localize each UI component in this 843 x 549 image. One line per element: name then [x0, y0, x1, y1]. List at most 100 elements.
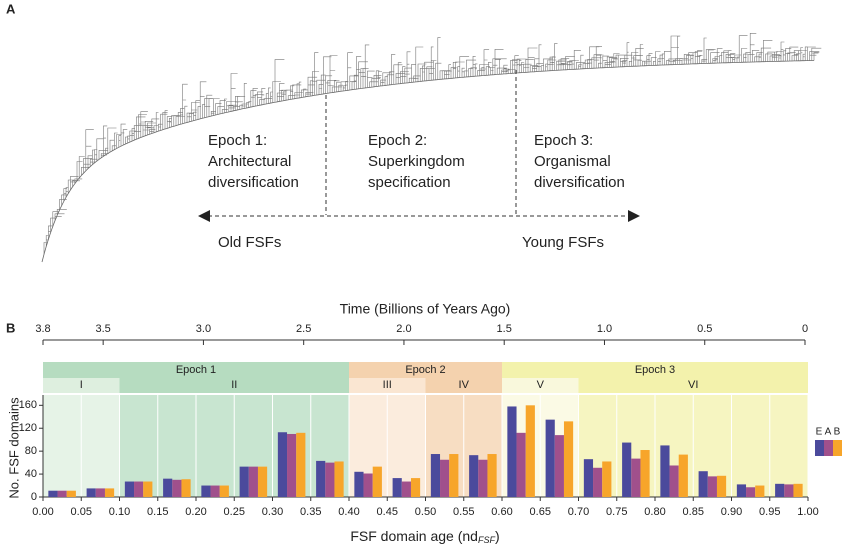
phase-band [43, 378, 120, 393]
bar [487, 454, 497, 497]
x-tick-label: 0.30 [262, 506, 283, 518]
epoch-band [43, 362, 349, 378]
x-tick-label: 0.80 [644, 506, 665, 518]
x-tick-label: 0.35 [300, 506, 321, 518]
bar [248, 466, 258, 497]
x-tick-label: 0.00 [32, 506, 53, 518]
bar [104, 488, 115, 497]
x-tick-label: 0.05 [71, 506, 92, 518]
bar [507, 406, 517, 497]
phase-band [349, 378, 426, 393]
bar [363, 473, 373, 497]
legend-label: B [834, 427, 841, 438]
bar [48, 490, 58, 497]
bar [172, 479, 182, 497]
bar [793, 483, 803, 497]
epoch-title: Epoch 2: [368, 132, 427, 149]
y-tick-label: 160 [19, 399, 37, 411]
bar [201, 485, 211, 497]
phase-band [425, 378, 502, 393]
bar [640, 450, 650, 497]
bar [143, 481, 153, 497]
epoch-label: Epoch 2 [405, 364, 445, 376]
epoch-text: diversification [534, 174, 625, 191]
bar [593, 467, 603, 497]
bar [163, 478, 173, 497]
x-tick-label: 1.00 [797, 506, 818, 518]
x-tick-label: 0.60 [491, 506, 512, 518]
phylogenetic-tree [41, 33, 822, 263]
x-tick-label: 0.40 [338, 506, 359, 518]
old-label: Old FSFs [218, 234, 281, 251]
bar [554, 435, 564, 497]
epoch-band [502, 362, 808, 378]
top-tick-label: 0.5 [697, 323, 712, 335]
bar [257, 466, 268, 497]
top-tick-label: 1.5 [497, 323, 512, 335]
y-tick-label: 40 [25, 468, 37, 480]
top-tick-label: 2.0 [396, 323, 411, 335]
x-tick-label: 0.20 [185, 506, 206, 518]
x-tick-label: 0.50 [415, 506, 436, 518]
tree-spine [41, 60, 814, 263]
top-tick-label: 3.5 [96, 323, 111, 335]
phase-band [578, 378, 808, 393]
x-tick-label: 0.90 [721, 506, 742, 518]
young-label: Young FSFs [522, 234, 604, 251]
phase-label: V [537, 379, 545, 391]
bar [392, 478, 402, 497]
x-tick-label: 0.85 [683, 506, 704, 518]
bar [219, 485, 229, 497]
phase-label: IV [459, 379, 470, 391]
x-tick-label: 0.95 [759, 506, 780, 518]
x-axis-title-sub: FSF [478, 535, 496, 545]
legend-swatch [833, 440, 842, 456]
bar [698, 471, 708, 497]
phase-label: II [231, 379, 237, 391]
bar [631, 458, 641, 497]
bar [66, 490, 76, 497]
bar [525, 405, 535, 497]
legend-label: E [816, 427, 823, 438]
y-tick-label: 80 [25, 445, 37, 457]
top-tick-label: 0 [802, 323, 808, 335]
phase-band [502, 378, 579, 393]
bar [449, 454, 459, 497]
x-tick-label: 0.75 [606, 506, 627, 518]
top-axis-title: Time (Billions of Years Ago) [340, 301, 511, 317]
bar [602, 461, 612, 497]
x-axis-title: FSF domain age (ndFSF) [350, 528, 499, 546]
phase-label: III [383, 379, 392, 391]
y-axis-title: No. FSF domains [6, 397, 21, 499]
x-tick-label: 0.65 [530, 506, 551, 518]
x-tick-label: 0.10 [109, 506, 130, 518]
arrow-head [198, 210, 210, 222]
y-tick-label: 120 [19, 422, 37, 434]
bar [784, 484, 794, 497]
legend-swatch [815, 440, 824, 456]
bar [95, 488, 105, 497]
bar [440, 459, 450, 497]
tree-branches [43, 33, 822, 255]
top-tick-label: 2.5 [296, 323, 311, 335]
legend-swatch [824, 440, 833, 456]
bar [124, 481, 135, 497]
x-axis-title-end: ) [495, 528, 500, 544]
epoch-title: Epoch 3: [534, 132, 593, 149]
bar [469, 455, 479, 497]
epoch-text: Architectural [208, 153, 291, 170]
bar [707, 476, 717, 497]
bar [287, 433, 297, 497]
bar [354, 471, 364, 497]
epoch-label: Epoch 3 [635, 364, 675, 376]
bar [660, 445, 670, 497]
panel-label: B [6, 320, 15, 335]
bar [372, 466, 382, 497]
phase-label: VI [688, 379, 698, 391]
epoch-label: Epoch 1 [176, 364, 216, 376]
panel-label: A [6, 1, 16, 16]
bar [678, 454, 688, 497]
bar [134, 481, 144, 497]
epoch-text: specification [368, 174, 451, 191]
